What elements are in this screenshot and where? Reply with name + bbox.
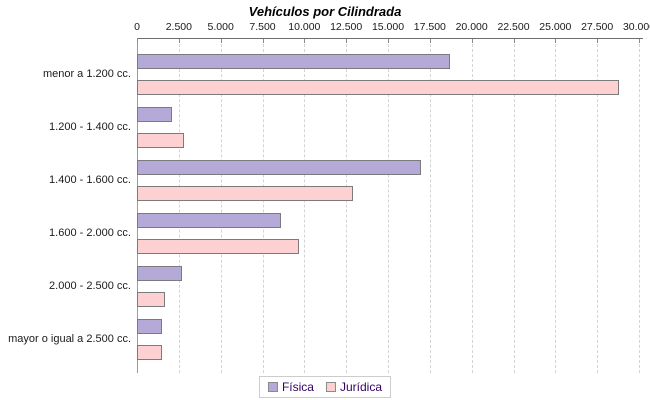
gridline — [388, 39, 389, 373]
gridline — [178, 39, 180, 373]
x-axis-tick — [178, 39, 180, 43]
x-tick-label: 7.500 — [249, 21, 276, 33]
bar-juridica-3 — [137, 239, 300, 254]
gridline — [513, 39, 515, 373]
gridline — [471, 39, 473, 373]
x-tick-label: 12.500 — [330, 21, 363, 33]
legend: Física Jurídica — [258, 376, 392, 398]
x-axis-line — [137, 38, 643, 39]
category-label: 2.000 - 2.500 cc. — [49, 280, 131, 292]
category-label: 1.200 - 1.400 cc. — [49, 121, 131, 133]
legend-swatch-juridica — [325, 382, 336, 392]
bar-juridica-4 — [137, 292, 166, 307]
x-axis-tick — [471, 39, 473, 43]
y-axis-line — [137, 38, 138, 373]
bar-juridica-2 — [137, 186, 353, 201]
x-axis-tick — [388, 39, 389, 43]
plot-area: 0 2.500 5.000 7.500 10.000 12.500 15.000 17.500… — [134, 21, 650, 373]
x-tick-label: 30.000 — [622, 21, 650, 33]
category-label: menor a 1.200 cc. — [42, 68, 131, 80]
bar-fisica-5 — [137, 319, 163, 334]
bar-fisica-3 — [137, 213, 281, 228]
bar-juridica-0 — [137, 80, 619, 95]
gridline — [597, 39, 599, 373]
chart-title: Vehículos por Cilindrada — [248, 4, 402, 19]
x-tick-label: 15.000 — [371, 21, 405, 33]
bar-fisica-1 — [137, 107, 173, 122]
gridline — [429, 39, 431, 373]
bar-juridica-5 — [137, 345, 163, 360]
gridline — [555, 39, 557, 373]
gridline — [639, 39, 640, 373]
x-tick-label: 5.000 — [207, 21, 234, 33]
x-tick-label: 22.500 — [497, 21, 530, 33]
x-axis-tick — [429, 39, 431, 43]
x-tick-label: 20.000 — [455, 21, 488, 33]
x-tick-label: 0 — [134, 21, 140, 33]
x-axis-tick — [304, 39, 306, 43]
x-axis-tick — [346, 39, 348, 43]
x-axis-tick — [137, 39, 138, 43]
x-tick-label: 17.500 — [413, 21, 446, 33]
x-tick-label: 27.500 — [581, 21, 614, 33]
x-tick-label: 2.500 — [165, 21, 192, 33]
bar-juridica-1 — [137, 133, 184, 148]
gridline — [220, 39, 222, 373]
category-label: 1.400 - 1.600 cc. — [49, 174, 131, 186]
x-tick-label: 10.000 — [288, 21, 321, 33]
x-tick-label: 25.000 — [539, 21, 572, 33]
legend-swatch-fisica — [267, 382, 278, 392]
x-axis-tick — [597, 39, 599, 43]
gridline — [346, 39, 348, 373]
x-axis-tick — [262, 39, 264, 43]
legend-item-juridica: Jurídica — [325, 380, 383, 394]
x-axis-tick — [220, 39, 222, 43]
x-axis-tick — [513, 39, 515, 43]
gridline — [262, 39, 264, 373]
category-label: mayor o igual a 2.500 cc. — [8, 333, 131, 345]
category-label: 1.600 - 2.000 cc. — [49, 227, 131, 239]
gridline — [304, 39, 306, 373]
legend-item-fisica: Física — [267, 380, 314, 394]
legend-label-fisica: Física — [281, 380, 314, 394]
bar-fisica-4 — [137, 266, 183, 281]
bar-fisica-0 — [137, 54, 450, 69]
bar-fisica-2 — [137, 160, 422, 175]
x-axis-tick — [639, 39, 640, 43]
x-axis-tick — [555, 39, 557, 43]
legend-label-juridica: Jurídica — [339, 380, 383, 394]
